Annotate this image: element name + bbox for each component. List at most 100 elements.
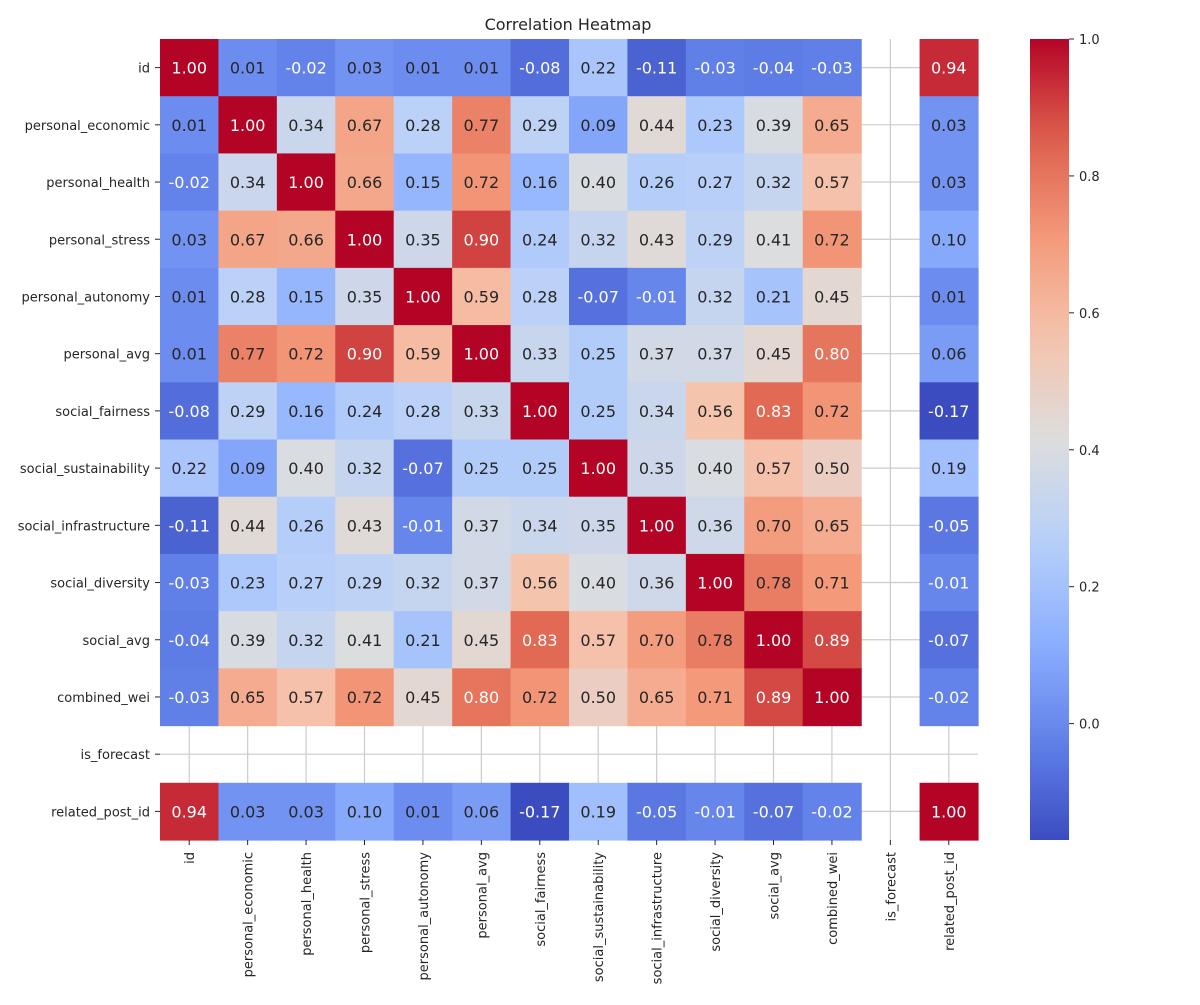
cell-value-label: 0.23 bbox=[697, 116, 733, 135]
heatmap-cell-id-personal_autonomy bbox=[393, 39, 453, 97]
cell-value-label: 0.25 bbox=[522, 459, 558, 478]
heatmap-cell-social_diversity-social_sustainability bbox=[569, 553, 629, 612]
heatmap-cell-social_infrastructure-social_fairness bbox=[510, 496, 570, 555]
cell-value-label: 0.65 bbox=[814, 516, 850, 535]
y-tick-label: social_avg bbox=[83, 634, 150, 649]
cell-value-label: 0.29 bbox=[230, 402, 266, 421]
cell-value-label: 0.32 bbox=[697, 287, 733, 306]
cell-value-label: 0.70 bbox=[639, 631, 675, 650]
cell-value-label: 1.00 bbox=[405, 287, 441, 306]
heatmap-cell-social_avg-related_post_id bbox=[919, 611, 979, 669]
cell-value-label: 0.71 bbox=[697, 688, 733, 707]
cell-value-label: 0.40 bbox=[580, 173, 616, 192]
cell-value-label: -0.08 bbox=[169, 402, 210, 421]
heatmap-cell-social_diversity-social_diversity bbox=[685, 553, 745, 612]
cell-value-label: 0.03 bbox=[347, 59, 383, 78]
cell-value-labels: 1.00 0.01 -0.02 0.03 0.01 0.01 -0.08 0.22 -0.11-… bbox=[169, 59, 970, 822]
x-tick-label: related_post_id bbox=[943, 852, 958, 951]
heatmap-cell-personal_stress-personal_economic bbox=[218, 210, 278, 269]
cell-value-label: 0.45 bbox=[464, 631, 500, 650]
cell-value-label: -0.07 bbox=[578, 287, 619, 306]
cell-value-label: 0.34 bbox=[522, 516, 558, 535]
heatmap-cell-personal_stress-social_avg bbox=[744, 210, 804, 269]
heatmap-cell-social_infrastructure-combined_wei bbox=[802, 496, 862, 555]
heatmap-cell-personal_stress-personal_autonomy bbox=[393, 210, 453, 269]
cell-value-label: 0.16 bbox=[288, 402, 324, 421]
heatmap-cell-id-social_fairness bbox=[510, 39, 570, 97]
heatmap-cell-combined_wei-combined_wei bbox=[802, 668, 862, 727]
cell-value-label: 0.01 bbox=[171, 345, 207, 364]
heatmap-cell-social_sustainability-social_fairness bbox=[510, 439, 570, 498]
heatmap-cell-combined_wei-personal_economic bbox=[218, 668, 278, 727]
cell-value-label: 0.83 bbox=[522, 631, 558, 650]
heatmap-cell-social_sustainability-combined_wei bbox=[802, 439, 862, 498]
cell-value-label: 0.35 bbox=[580, 516, 616, 535]
colorbar-tick-label: 1.0 bbox=[1079, 33, 1100, 48]
cell-value-label: 0.36 bbox=[639, 574, 675, 593]
x-tick-label: social_infrastructure bbox=[651, 852, 666, 984]
cell-value-label: 0.89 bbox=[814, 631, 850, 650]
cell-value-label: 0.34 bbox=[288, 116, 324, 135]
cell-value-label: 0.78 bbox=[697, 631, 733, 650]
heatmap-cell-social_avg-personal_stress bbox=[335, 611, 395, 669]
heatmap-cell-id-social_avg bbox=[744, 39, 804, 97]
heatmap-cell-related_post_id-social_diversity bbox=[685, 782, 745, 841]
cell-value-label: 0.66 bbox=[347, 173, 383, 192]
x-tick-label: social_sustainability bbox=[592, 852, 607, 982]
heatmap-cell-personal_stress-social_fairness bbox=[510, 210, 570, 269]
heatmap-cell-related_post_id-social_sustainability bbox=[569, 782, 629, 841]
y-tick-label: combined_wei bbox=[57, 691, 150, 706]
heatmap-cell-social_sustainability-social_diversity bbox=[685, 439, 745, 498]
heatmap-cell-related_post_id-social_fairness bbox=[510, 782, 570, 841]
cell-value-label: -0.11 bbox=[169, 516, 210, 535]
cell-value-label: 0.72 bbox=[522, 688, 558, 707]
heatmap-cell-related_post_id-personal_economic bbox=[218, 782, 278, 841]
cell-value-label: 0.44 bbox=[639, 116, 675, 135]
heatmap-cell-social_avg-social_fairness bbox=[510, 611, 570, 669]
heatmap-cell-social_diversity-social_infrastructure bbox=[627, 553, 687, 612]
heatmap-cell-social_avg-personal_health bbox=[276, 611, 336, 669]
cell-value-label: 0.27 bbox=[288, 574, 324, 593]
heatmap-cell-personal_economic-social_fairness bbox=[510, 96, 570, 155]
heatmap-cell-related_post_id-personal_avg bbox=[452, 782, 512, 841]
heatmap-cell-combined_wei-personal_health bbox=[276, 668, 336, 727]
heatmap-cell-personal_economic-id bbox=[160, 96, 220, 155]
heatmap-cell-personal_health-related_post_id bbox=[919, 153, 979, 212]
heatmap-cell-social_diversity-social_avg bbox=[744, 553, 804, 612]
heatmap-cell-id-personal_avg bbox=[452, 39, 512, 97]
cell-value-label: 0.32 bbox=[347, 459, 383, 478]
heatmap-cell-personal_stress-social_sustainability bbox=[569, 210, 629, 269]
x-tick-label: social_avg bbox=[768, 852, 783, 919]
cell-value-label: 0.03 bbox=[931, 173, 967, 192]
x-tick-label: personal_economic bbox=[242, 852, 257, 977]
cell-value-label: 0.67 bbox=[347, 116, 383, 135]
cell-value-label: 0.37 bbox=[639, 345, 675, 364]
cell-value-label: -0.07 bbox=[928, 631, 969, 650]
heatmap-cell-personal_stress-id bbox=[160, 210, 220, 269]
x-tick-label: personal_avg bbox=[475, 852, 490, 939]
cell-value-label: 0.72 bbox=[464, 173, 500, 192]
heatmap-cell-personal_economic-personal_stress bbox=[335, 96, 395, 155]
heatmap-cell-personal_stress-social_infrastructure bbox=[627, 210, 687, 269]
heatmap-cell-social_infrastructure-social_sustainability bbox=[569, 496, 629, 555]
cell-value-label: -0.01 bbox=[636, 287, 677, 306]
heatmap-cell-personal_health-personal_stress bbox=[335, 153, 395, 212]
cell-value-label: 1.00 bbox=[522, 402, 558, 421]
cell-value-label: 0.45 bbox=[405, 688, 441, 707]
cell-value-label: 0.59 bbox=[464, 287, 500, 306]
heatmap-cell-social_infrastructure-personal_avg bbox=[452, 496, 512, 555]
heatmap-cell-personal_avg-personal_autonomy bbox=[393, 325, 453, 383]
heatmap-cell-social_sustainability-social_avg bbox=[744, 439, 804, 498]
heatmap-cell-personal_stress-related_post_id bbox=[919, 210, 979, 269]
cell-value-label: 0.01 bbox=[931, 287, 967, 306]
colorbar: 0.0 0.2 0.4 0.6 0.8 1.0 bbox=[1030, 33, 1100, 840]
cell-value-label: 0.35 bbox=[347, 287, 383, 306]
y-tick-label: personal_autonomy bbox=[22, 290, 151, 305]
cell-value-label: 0.90 bbox=[464, 230, 500, 249]
heatmap-cell-personal_economic-social_infrastructure bbox=[627, 96, 687, 155]
cell-value-label: -0.01 bbox=[928, 574, 969, 593]
heatmap-cell-personal_health-personal_economic bbox=[218, 153, 278, 212]
cell-value-label: 0.26 bbox=[288, 516, 324, 535]
y-tick-label: related_post_id bbox=[51, 805, 150, 820]
heatmap-cell-combined_wei-related_post_id bbox=[919, 668, 979, 727]
